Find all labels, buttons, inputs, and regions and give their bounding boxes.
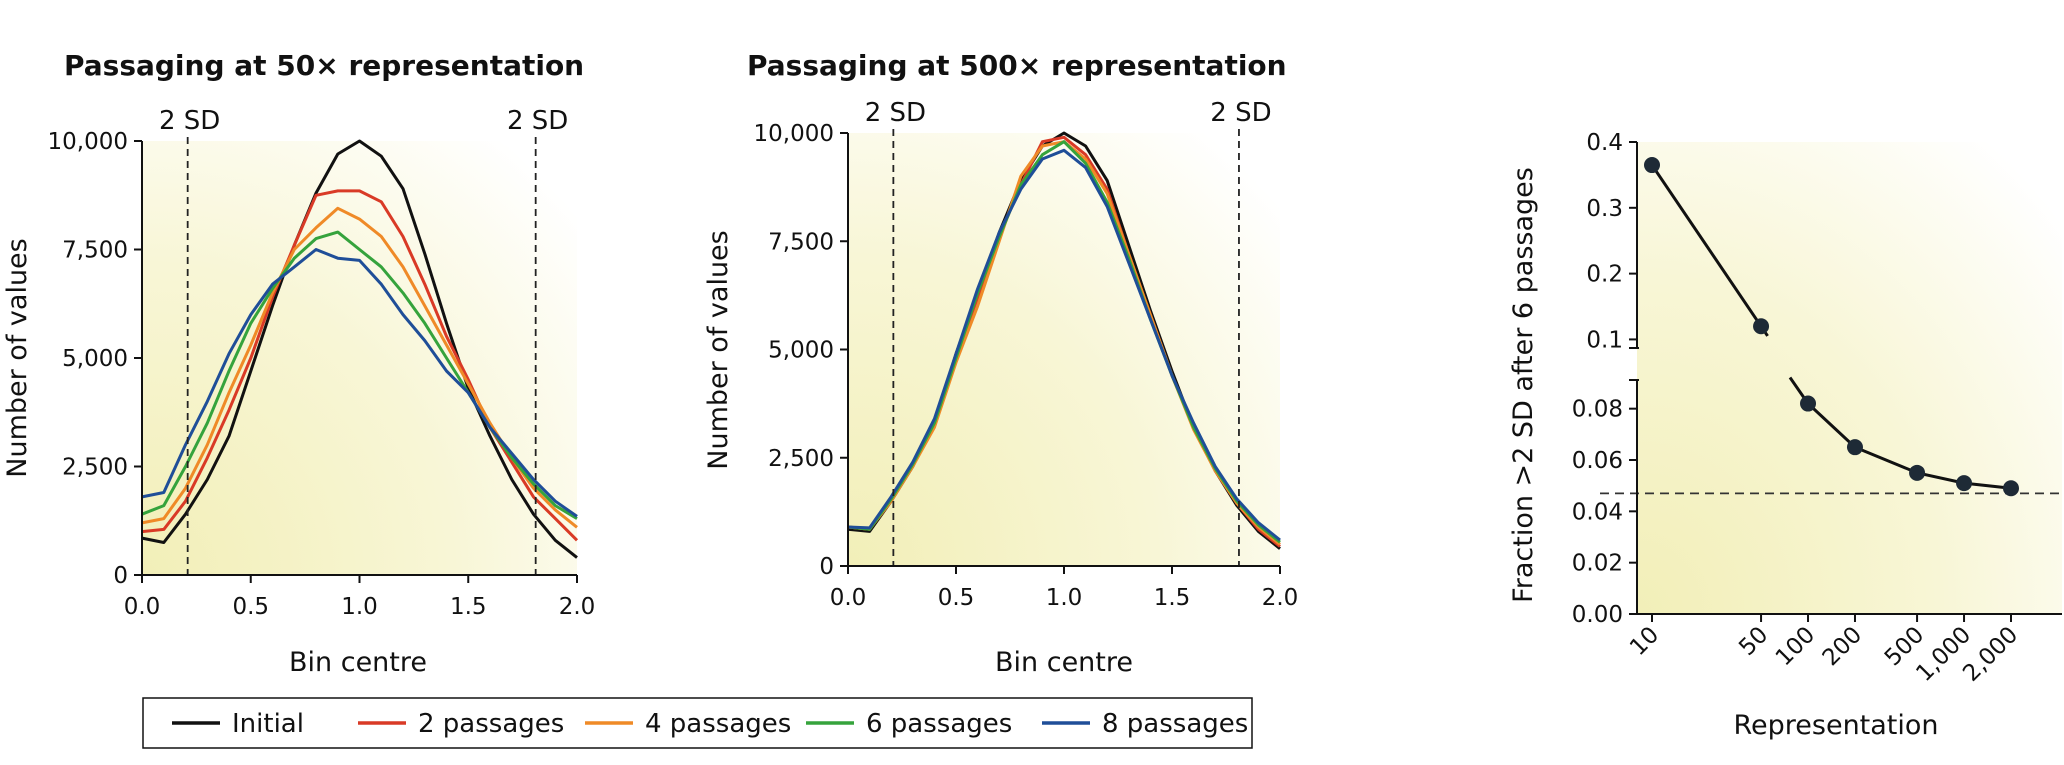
panel-b-y-tick-label: 5,000 bbox=[768, 338, 834, 364]
panel-c-point-2 bbox=[1753, 318, 1770, 335]
panel-c-point-1 bbox=[1644, 157, 1660, 174]
panel-c-y-tick-label: 0.1 bbox=[1586, 327, 1623, 353]
legend-label-2: 2 passages bbox=[418, 709, 564, 739]
panel-c-y-tick-label: 0.3 bbox=[1586, 196, 1623, 222]
panel-c-point-4 bbox=[1846, 439, 1863, 456]
panel-c-x-tick-label: 2,000 bbox=[1958, 622, 2023, 687]
panel-a-x-ticks: 0.0 0.5 1.0 1.5 2.0 bbox=[124, 575, 596, 620]
panel-b-x-tick-label: 0.0 bbox=[830, 585, 867, 611]
panel-a-y-tick-label: 2,500 bbox=[62, 455, 128, 481]
panel-b-x-tick-label: 0.5 bbox=[938, 585, 975, 611]
panel-c-series bbox=[1644, 157, 2019, 497]
panel-b-series-line-5 bbox=[847, 148, 1281, 542]
panel-c-x-tick-label: 10 bbox=[1625, 622, 1664, 661]
panel-c-x-label: Representation bbox=[1733, 710, 1938, 741]
legend-label-4: 6 passages bbox=[866, 709, 1012, 739]
panel-b-sd-lines: 2 SD 2 SD bbox=[865, 98, 1272, 566]
panel-b-x-tick-label: 1.0 bbox=[1046, 585, 1083, 611]
panel-c-y-ticks: 0.00 0.02 0.04 0.06 0.08 0.1 0.2 0.3 0.4 bbox=[1572, 130, 1637, 628]
panel-c-connector-upper bbox=[1650, 164, 1769, 337]
legend-label-3: 4 passages bbox=[645, 709, 791, 739]
panel-b-title: Passaging at 500× representation bbox=[747, 49, 1287, 82]
panel-c-y-tick-label: 0.04 bbox=[1572, 499, 1623, 525]
panel-b-y-label: Number of values bbox=[703, 230, 734, 469]
panel-a-x-label: Bin centre bbox=[289, 647, 427, 678]
panel-a-series-line-2 bbox=[141, 189, 579, 542]
panel-b-y-tick-label: 10,000 bbox=[754, 121, 834, 147]
panel-c-axes bbox=[1629, 142, 2062, 615]
panel-a: Passaging at 50× representation 2 SD 2 SD… bbox=[2, 49, 595, 678]
panel-a-y-ticks: 0 2,500 5,000 7,500 10,000 bbox=[48, 129, 142, 589]
panel-c-y-tick-label: 0.00 bbox=[1572, 602, 1623, 628]
panel-b-x-tick-label: 1.5 bbox=[1154, 585, 1191, 611]
panel-c-x-tick-label: 50 bbox=[1734, 622, 1773, 661]
panel-c-point-5 bbox=[1909, 464, 1926, 481]
panel-b-background bbox=[848, 133, 1280, 566]
legend: Initial 2 passages 4 passages 6 passages 8 p… bbox=[142, 697, 1253, 749]
panel-c-y-tick-label: 0.06 bbox=[1572, 448, 1623, 474]
panel-c-y-tick-label: 0.4 bbox=[1586, 130, 1623, 156]
panel-a-sd-label-1: 2 SD bbox=[159, 106, 220, 136]
panel-a-y-tick-label: 7,500 bbox=[62, 238, 128, 264]
panel-a-y-tick-label: 0 bbox=[113, 563, 128, 589]
panel-b-series-lines bbox=[847, 131, 1281, 550]
panel-a-sd-lines: 2 SD 2 SD bbox=[159, 106, 568, 575]
panel-b-y-tick-label: 2,500 bbox=[768, 446, 834, 472]
legend-label-5: 8 passages bbox=[1102, 709, 1248, 739]
panel-b-sd-label-2: 2 SD bbox=[1210, 98, 1271, 128]
panel-b-y-tick-label: 7,500 bbox=[768, 229, 834, 255]
panel-c-x-tick-label: 100 bbox=[1771, 622, 1820, 671]
panel-b-y-ticks: 0 2,500 5,000 7,500 10,000 bbox=[754, 121, 848, 580]
panel-a-title: Passaging at 50× representation bbox=[64, 49, 584, 82]
panel-a-y-tick-label: 10,000 bbox=[48, 129, 128, 155]
panel-c-point-3 bbox=[1800, 395, 1817, 412]
panel-c-y-label: Fraction >2 SD after 6 passages bbox=[1508, 167, 1539, 603]
panel-a-y-label: Number of values bbox=[2, 238, 33, 477]
panel-b-x-tick-label: 2.0 bbox=[1262, 585, 1299, 611]
panel-c-x-tick-label: 200 bbox=[1818, 622, 1867, 671]
panel-a-series-lines bbox=[141, 139, 579, 559]
panel-a-series-line-1 bbox=[141, 139, 578, 559]
panel-a-x-tick-label: 1.0 bbox=[341, 594, 378, 620]
panel-a-sd-label-2: 2 SD bbox=[507, 106, 568, 136]
panel-b-x-label: Bin centre bbox=[995, 647, 1133, 678]
panel-a-series-line-4 bbox=[141, 230, 578, 520]
panel-b-x-ticks: 0.0 0.5 1.0 1.5 2.0 bbox=[830, 566, 1299, 611]
panel-a-x-tick-label: 2.0 bbox=[559, 594, 596, 620]
panel-b: Passaging at 500× representation 2 SD 2 S… bbox=[703, 49, 1298, 678]
panel-a-y-tick-label: 5,000 bbox=[62, 346, 128, 372]
panel-c-y-tick-label: 0.2 bbox=[1586, 262, 1623, 288]
panel-c-point-7 bbox=[2003, 480, 2019, 497]
legend-label-1: Initial bbox=[232, 709, 304, 739]
panel-b-y-tick-label: 0 bbox=[819, 554, 834, 580]
panel-a-series-line-5 bbox=[141, 248, 578, 518]
panel-a-background bbox=[142, 141, 577, 575]
panel-a-x-tick-label: 0.0 bbox=[124, 594, 161, 620]
panel-c-y-tick-label: 0.02 bbox=[1572, 551, 1623, 577]
panel-c-y-tick-label: 0.08 bbox=[1572, 397, 1623, 423]
panel-c-point-6 bbox=[1956, 475, 1973, 492]
panel-c-background bbox=[1637, 142, 2062, 614]
panel-b-sd-label-1: 2 SD bbox=[865, 98, 926, 128]
panel-a-x-tick-label: 0.5 bbox=[232, 594, 269, 620]
panel-a-x-tick-label: 1.5 bbox=[450, 594, 487, 620]
